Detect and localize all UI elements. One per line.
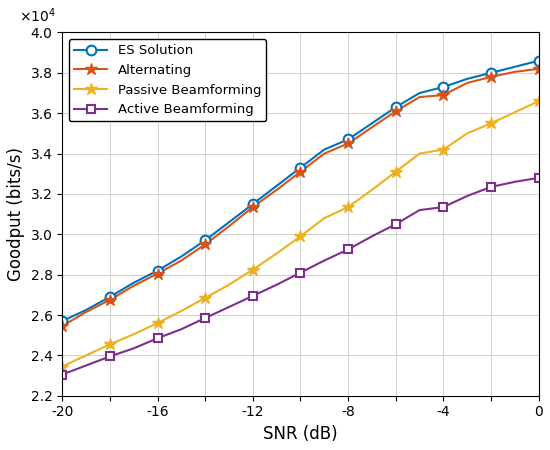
Legend: ES Solution, Alternating, Passive Beamforming, Active Beamforming: ES Solution, Alternating, Passive Beamfo… <box>69 39 266 122</box>
X-axis label: SNR (dB): SNR (dB) <box>263 425 338 443</box>
Text: $\times10^4$: $\times10^4$ <box>19 7 56 25</box>
Y-axis label: Goodput (bits/s): Goodput (bits/s) <box>7 147 25 281</box>
